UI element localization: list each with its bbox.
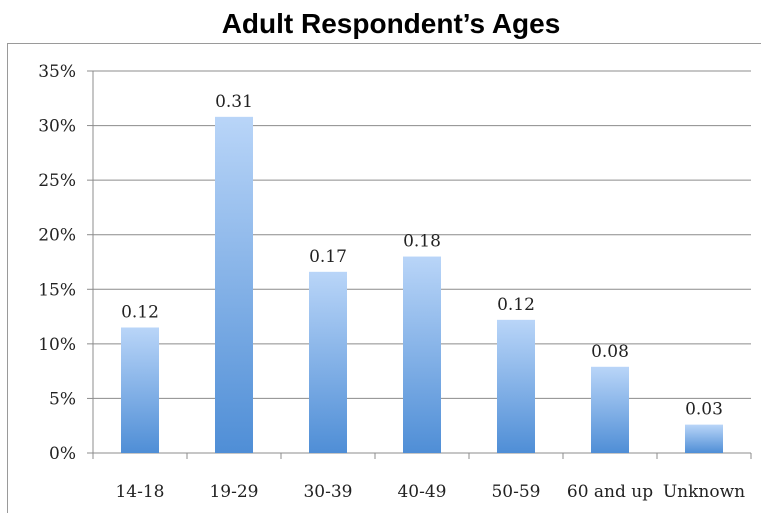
chart-title: Adult Respondent’s Ages xyxy=(221,8,561,39)
y-tick-label: 10% xyxy=(38,335,76,355)
x-tick-label: Unknown xyxy=(663,482,745,502)
x-tick-label: 30-39 xyxy=(303,482,352,502)
bar xyxy=(215,116,253,453)
x-tick-label: 14-18 xyxy=(115,482,164,502)
bar xyxy=(403,256,441,453)
data-label: 0.08 xyxy=(591,342,629,362)
x-axis-ticks xyxy=(92,453,752,459)
y-tick-label: 15% xyxy=(38,280,76,300)
y-tick-label: 25% xyxy=(38,171,76,191)
x-tick-label: 19-29 xyxy=(209,482,258,502)
y-tick-label: 30% xyxy=(38,117,76,137)
bar xyxy=(497,319,535,453)
y-tick-label: 5% xyxy=(49,389,76,409)
bar xyxy=(591,366,629,453)
bars xyxy=(121,116,723,453)
y-axis-tick-labels: 0% 5% 10% 15% 20% 25% 30% 35% xyxy=(38,62,76,464)
y-tick-label: 20% xyxy=(38,226,76,246)
x-tick-label: 60 and up xyxy=(567,482,653,502)
data-label: 0.17 xyxy=(309,247,347,267)
y-tick-label: 0% xyxy=(49,444,76,464)
y-tick-label: 35% xyxy=(38,62,76,82)
x-tick-label: 50-59 xyxy=(491,482,540,502)
data-label: 0.12 xyxy=(121,302,159,322)
data-label: 0.18 xyxy=(403,232,441,252)
data-labels: 0.12 0.31 0.17 0.18 0.12 0.08 0.03 xyxy=(121,92,723,420)
bar xyxy=(121,327,159,453)
chart-frame xyxy=(7,43,761,513)
data-label: 0.12 xyxy=(497,295,535,315)
x-tick-label: 40-49 xyxy=(397,482,446,502)
bar xyxy=(309,271,347,453)
data-label: 0.31 xyxy=(215,92,253,112)
data-label: 0.03 xyxy=(685,400,723,420)
bar xyxy=(685,424,723,453)
x-axis-category-labels: 14-18 19-29 30-39 40-49 50-59 60 and up Unknow… xyxy=(115,482,745,502)
